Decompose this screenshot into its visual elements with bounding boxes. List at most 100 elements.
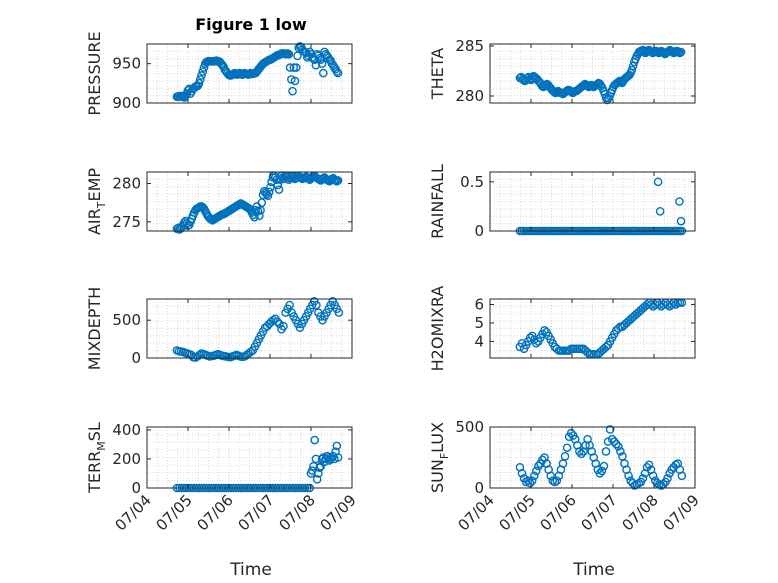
y-axis-label: PRESSURE bbox=[85, 31, 104, 115]
y-axis-label-tail: LUX bbox=[428, 422, 447, 453]
data-point bbox=[310, 435, 319, 445]
series-points bbox=[172, 171, 343, 234]
data-point bbox=[673, 46, 682, 56]
data-point bbox=[562, 443, 572, 453]
y-tick-label: 0.5 bbox=[460, 173, 484, 191]
data-point bbox=[560, 451, 570, 461]
figure-title: Figure 1 low bbox=[195, 15, 307, 34]
data-point bbox=[566, 428, 576, 438]
subplot-2: 280 285 THETA bbox=[428, 37, 696, 105]
x-axis-label-left: Time bbox=[229, 560, 272, 580]
y-axis-label: AIRTEMP bbox=[85, 168, 108, 235]
x-tick-label: 07/08 bbox=[276, 491, 319, 534]
data-point bbox=[197, 71, 206, 80]
y-axis-label-main: PRESSURE bbox=[85, 31, 104, 115]
data-point bbox=[675, 48, 685, 58]
data-point bbox=[525, 333, 535, 343]
data-point bbox=[517, 469, 527, 478]
data-point bbox=[334, 308, 344, 317]
data-point bbox=[595, 469, 605, 478]
data-point bbox=[616, 447, 625, 456]
data-point bbox=[315, 463, 324, 472]
axes-frame bbox=[489, 298, 696, 359]
subplot-6: 456 H2OMIXRA bbox=[428, 286, 696, 371]
data-point bbox=[527, 476, 537, 485]
y-tick-label: 4 bbox=[474, 332, 484, 350]
data-point bbox=[540, 326, 549, 335]
data-point bbox=[316, 55, 326, 65]
data-point bbox=[273, 317, 282, 326]
data-point bbox=[614, 324, 623, 333]
y-axis-label-subscript: M bbox=[95, 441, 108, 451]
data-point bbox=[195, 350, 204, 360]
y-axis-label-main: THETA bbox=[428, 48, 447, 100]
data-point bbox=[246, 347, 256, 357]
subplot-5: 0 500 MIXDEPTH bbox=[85, 287, 353, 370]
series-points bbox=[515, 298, 687, 359]
data-point bbox=[624, 471, 633, 481]
y-tick-label: 950 bbox=[112, 55, 141, 73]
data-point bbox=[332, 441, 342, 451]
axes-frame bbox=[146, 298, 353, 359]
grid bbox=[489, 172, 696, 231]
y-axis-label-main: MIXDEPTH bbox=[85, 287, 104, 370]
series-points bbox=[172, 296, 344, 362]
y-axis-label-tail: EMP bbox=[85, 168, 104, 202]
x-tick-label: 07/07 bbox=[578, 491, 621, 534]
y-tick-label: 500 bbox=[112, 311, 141, 329]
series-points bbox=[172, 42, 343, 102]
data-point bbox=[525, 478, 535, 488]
y-tick-label: 900 bbox=[112, 94, 141, 112]
data-point bbox=[653, 177, 663, 187]
y-axis-label-tail: SL bbox=[85, 422, 104, 441]
data-point bbox=[218, 60, 227, 70]
data-point bbox=[266, 183, 275, 192]
data-point bbox=[275, 319, 284, 329]
data-point bbox=[597, 466, 607, 476]
data-point bbox=[288, 86, 297, 96]
data-point bbox=[255, 211, 264, 220]
y-axis-label-main: AIR bbox=[85, 208, 104, 235]
y-axis-label-main: RAINFALL bbox=[428, 164, 447, 239]
series-points bbox=[515, 45, 686, 105]
data-point bbox=[264, 187, 274, 197]
data-point bbox=[279, 321, 288, 331]
data-point bbox=[648, 471, 658, 481]
data-point bbox=[677, 471, 687, 481]
data-point bbox=[599, 461, 609, 471]
axes-frame bbox=[146, 171, 353, 232]
data-point bbox=[523, 476, 533, 485]
data-point bbox=[638, 473, 648, 483]
y-axis-label-subscript: T bbox=[95, 201, 108, 209]
axes-frame bbox=[489, 43, 696, 104]
data-point bbox=[312, 300, 321, 310]
data-point bbox=[534, 461, 543, 471]
data-point bbox=[195, 75, 205, 84]
axes-frame bbox=[146, 426, 353, 489]
axes-frame bbox=[489, 171, 696, 232]
data-point bbox=[198, 67, 208, 76]
axes-frame bbox=[489, 426, 696, 489]
data-point bbox=[575, 447, 584, 456]
data-point bbox=[663, 473, 672, 483]
data-point bbox=[577, 449, 586, 459]
data-point bbox=[605, 425, 615, 434]
x-tick-label: 07/04 bbox=[455, 491, 498, 534]
y-tick-label: 280 bbox=[112, 174, 141, 192]
x-axis-label-right: Time bbox=[572, 560, 615, 580]
y-tick-label: 200 bbox=[112, 450, 141, 468]
data-point bbox=[289, 63, 299, 72]
data-point bbox=[333, 68, 343, 78]
data-point bbox=[676, 47, 686, 57]
y-axis-label: THETA bbox=[428, 48, 447, 100]
y-axis-label-subscript: F bbox=[438, 453, 451, 459]
data-point bbox=[627, 65, 637, 75]
data-point bbox=[614, 442, 623, 451]
data-point bbox=[674, 47, 683, 57]
x-tick-label: 07/08 bbox=[619, 491, 662, 534]
data-point bbox=[601, 447, 611, 456]
y-tick-label: 6 bbox=[474, 296, 484, 314]
y-tick-label: 275 bbox=[112, 213, 141, 231]
y-tick-label: 500 bbox=[455, 418, 484, 436]
